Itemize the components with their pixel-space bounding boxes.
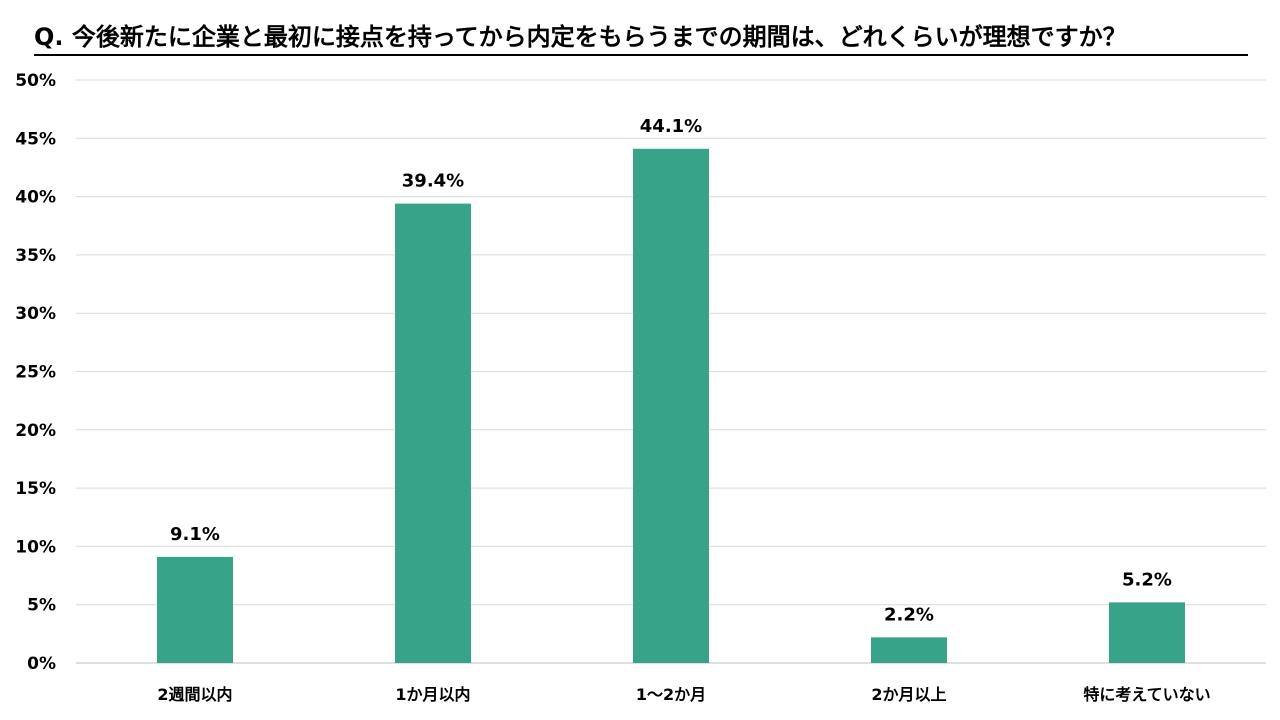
category-label: 1～2か月: [636, 685, 706, 704]
bar: [395, 203, 471, 663]
bar: [633, 148, 709, 663]
category-label: 1か月以内: [395, 685, 470, 704]
data-label: 39.4%: [402, 171, 464, 192]
y-tick-label: 15%: [15, 479, 56, 499]
category-label: 2週間以内: [157, 685, 232, 704]
y-tick-label: 0%: [27, 654, 56, 674]
data-label: 2.2%: [884, 604, 934, 625]
category-label: 2か月以上: [871, 685, 946, 704]
chart-title: Q. 今後新たに企業と最初に接点を持ってから内定をもらうまでの期間は、どれくらい…: [34, 22, 1248, 56]
y-tick-label: 20%: [15, 421, 56, 441]
y-tick-label: 40%: [15, 188, 56, 208]
y-tick-label: 35%: [15, 246, 56, 266]
data-label: 44.1%: [640, 116, 702, 137]
y-axis-tick-labels: 0% 5% 10% 15% 20% 25% 30% 35% 40% 45% 50%: [15, 71, 56, 674]
data-label: 5.2%: [1122, 569, 1172, 590]
x-axis-category-labels: 2週間以内 1か月以内 1～2か月 2か月以上 特に考えていない: [157, 685, 1210, 704]
data-label: 9.1%: [170, 524, 220, 545]
y-tick-label: 25%: [15, 363, 56, 383]
y-tick-label: 30%: [15, 304, 56, 324]
y-tick-label: 10%: [15, 537, 56, 557]
y-tick-label: 5%: [27, 596, 56, 616]
bar: [157, 556, 233, 663]
y-tick-label: 45%: [15, 129, 56, 149]
bar: [1109, 602, 1185, 663]
data-labels: 9.1% 39.4% 44.1% 2.2% 5.2%: [170, 116, 1172, 626]
bars: [157, 148, 1185, 663]
bar: [871, 637, 947, 663]
category-label: 特に考えていない: [1083, 685, 1210, 704]
gridlines: [76, 79, 1266, 664]
y-tick-label: 50%: [15, 71, 56, 91]
